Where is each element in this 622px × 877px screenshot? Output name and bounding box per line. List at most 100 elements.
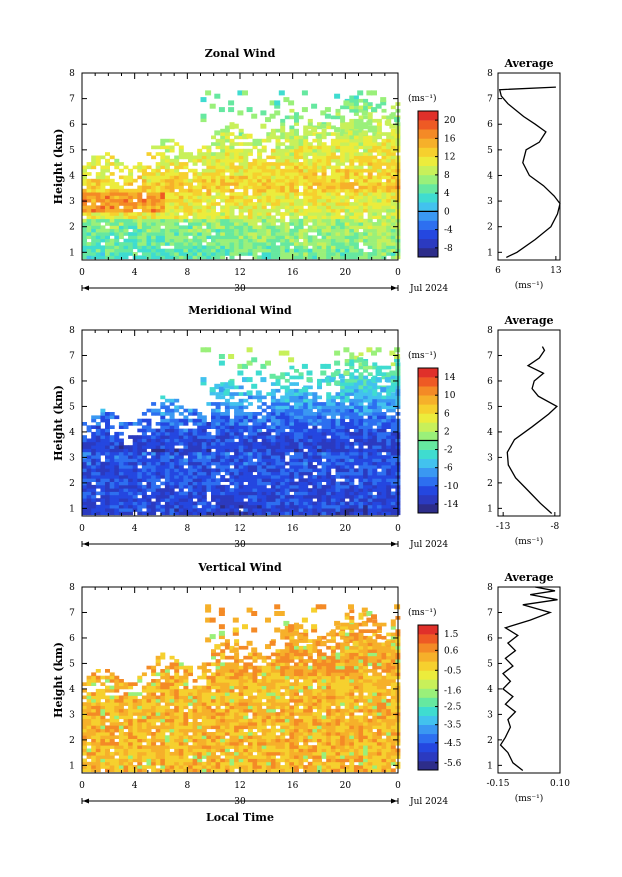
- heatmap-cell: [165, 452, 170, 456]
- heatmap-cell: [377, 179, 382, 183]
- heatmap-cell: [179, 452, 184, 456]
- heatmap-cell: [211, 435, 216, 439]
- heatmap-cell: [248, 472, 253, 476]
- heatmap-cell: [317, 478, 322, 482]
- heatmap-cell: [253, 429, 258, 433]
- heatmap-cell: [151, 189, 156, 193]
- heatmap-cell: [276, 458, 281, 462]
- heatmap-cell: [299, 229, 304, 233]
- heatmap-cell: [216, 425, 221, 429]
- heatmap-cell: [354, 195, 359, 199]
- heatmap-cell: [174, 472, 179, 476]
- heatmap-cell: [377, 229, 382, 233]
- heatmap-cell: [183, 452, 188, 456]
- heatmap-cell: [299, 482, 304, 486]
- heatmap-cell: [285, 169, 290, 173]
- heatmap-cell: [82, 435, 87, 439]
- heatmap-cell: [174, 399, 179, 403]
- heatmap-cell: [354, 376, 359, 380]
- heatmap-cell: [114, 202, 119, 206]
- heatmap-cell: [285, 439, 290, 443]
- heatmap-cell: [119, 229, 124, 233]
- heatmap-cell: [234, 435, 239, 439]
- heatmap-cell: [312, 249, 317, 253]
- heatmap-cell: [294, 452, 299, 456]
- heatmap-cell: [225, 252, 230, 256]
- heatmap-cell: [262, 176, 267, 180]
- heatmap-cell: [202, 485, 207, 489]
- heatmap-cell: [156, 468, 161, 472]
- heatmap-cell: [331, 142, 336, 146]
- heatmap-cell: [299, 182, 304, 186]
- heatmap-cell: [294, 405, 299, 409]
- heatmap-cell: [170, 462, 175, 466]
- heatmap-cell: [386, 495, 391, 499]
- heatmap-cell: [225, 159, 230, 163]
- colorbar-tick-label: 16: [444, 134, 456, 144]
- heatmap-cell: [110, 156, 115, 160]
- heatmap-cell: [345, 412, 350, 416]
- heatmap-cell: [359, 106, 364, 110]
- heatmap-cell: [349, 182, 354, 186]
- heatmap-cell: [331, 458, 336, 462]
- heatmap-cell: [239, 142, 244, 146]
- heatmap-cell: [354, 386, 359, 390]
- heatmap-cell: [124, 508, 129, 512]
- heatmap-cell: [179, 242, 184, 246]
- heatmap-cell: [271, 449, 276, 453]
- heatmap-cell: [197, 232, 202, 236]
- heatmap-cell: [193, 511, 198, 515]
- heatmap-cell: [211, 419, 216, 423]
- heatmap-cell: [349, 122, 354, 126]
- heatmap-cell: [230, 156, 235, 160]
- heatmap-cell: [289, 502, 294, 506]
- day-bar-arrow: [391, 542, 397, 547]
- heatmap-cell: [197, 419, 202, 423]
- heatmap-cell: [239, 452, 244, 456]
- heatmap-cell: [105, 255, 110, 259]
- heatmap-cell: [206, 199, 211, 203]
- heatmap-cell: [179, 179, 184, 183]
- heatmap-cell: [336, 475, 341, 479]
- heatmap-cell: [128, 485, 133, 489]
- heatmap-cell: [363, 505, 368, 509]
- heatmap-cell: [100, 182, 105, 186]
- heatmap-cell: [211, 452, 216, 456]
- heatmap-cell: [289, 455, 294, 459]
- heatmap-cell: [336, 432, 341, 436]
- heatmap-cell: [266, 229, 271, 233]
- heatmap-cell: [156, 458, 161, 462]
- heatmap-cell: [326, 412, 331, 416]
- heatmap-cell: [91, 435, 96, 439]
- heatmap-cell: [119, 202, 124, 206]
- heatmap-cell: [202, 425, 207, 429]
- heatmap-cell: [174, 249, 179, 253]
- heatmap-cell: [308, 505, 313, 509]
- heatmap-cell: [271, 415, 276, 419]
- heatmap-cell: [345, 122, 350, 126]
- heatmap-cell: [174, 192, 179, 196]
- heatmap-cell: [156, 485, 161, 489]
- heatmap-cell: [197, 452, 202, 456]
- heatmap-cell: [165, 458, 170, 462]
- heatmap-cell: [230, 235, 235, 239]
- heatmap-cell: [331, 492, 336, 496]
- heatmap-cell: [239, 199, 244, 203]
- heatmap-cell: [151, 172, 156, 176]
- heatmap-cell: [359, 458, 364, 462]
- heatmap-cell: [359, 239, 364, 243]
- heatmap-cell: [174, 159, 179, 163]
- heatmap-cell: [359, 386, 364, 390]
- heatmap-cell: [285, 405, 290, 409]
- heatmap-cell: [188, 202, 193, 206]
- heatmap-cell: [312, 439, 317, 443]
- heatmap-cell: [110, 462, 115, 466]
- heatmap-cell: [303, 502, 308, 506]
- heatmap-cell: [142, 182, 147, 186]
- heatmap-cell: [225, 422, 230, 426]
- heatmap-cell: [160, 215, 165, 219]
- heatmap-cell: [331, 202, 336, 206]
- heatmap-cell: [82, 452, 87, 456]
- heatmap-cell: [234, 149, 239, 153]
- heatmap-cell: [331, 412, 336, 416]
